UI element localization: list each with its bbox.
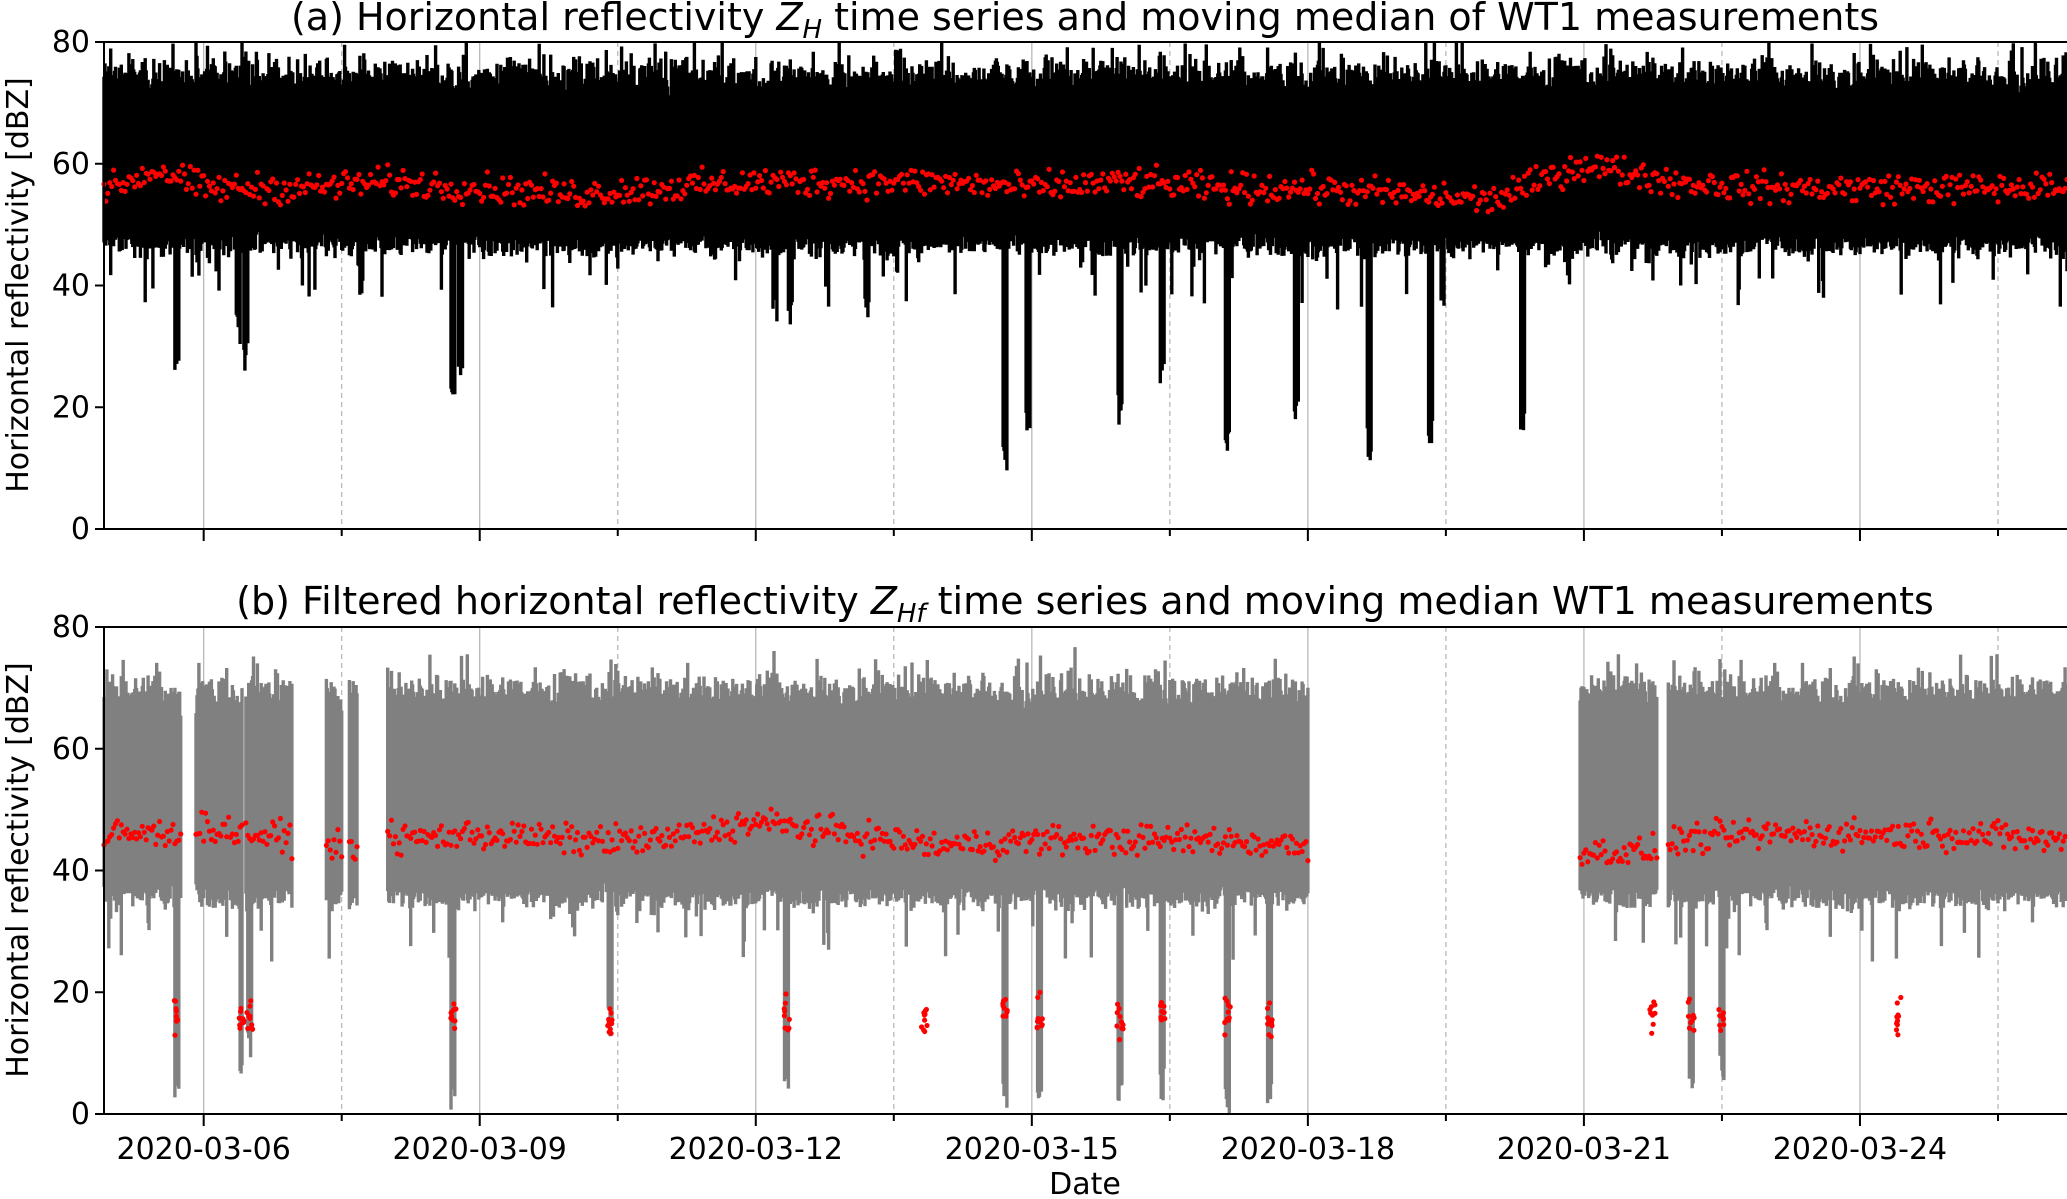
x-tick-label: 2020-03-24 [1773,1132,1947,1167]
y-tick-label: 60 [52,147,90,182]
y-axis-label-a: Horizontal reflectivity [dBZ] [1,77,36,493]
axes-a: 0 20 40 60 80 [52,25,2067,547]
panel-b: 0 20 40 60 80 2020-03-06 2020-03-09 2020-03-12 2… [1,579,2067,1199]
y-tick-label: 0 [71,1097,90,1132]
panel-a: 0 20 40 60 80 (a) Horizontal reflectivity ZH… [1,0,2067,547]
y-tick-label: 80 [52,610,90,645]
x-tick-label: 2020-03-21 [1497,1132,1671,1167]
median-points [101,153,2067,215]
moving-median-a [101,153,2067,215]
axes-b: 0 20 40 60 80 2020-03-06 2020-03-09 2020-03-12 2… [52,610,2067,1167]
panel-a-title: (a) Horizontal reflectivity ZH time seri… [291,0,1879,45]
y-tick-label: 80 [52,25,90,60]
y-tick-label: 0 [71,512,90,547]
y-tick-label: 60 [52,732,90,767]
y-tick-label: 20 [52,390,90,425]
x-tick-label: 2020-03-06 [117,1132,291,1167]
x-tick-label: 2020-03-12 [669,1132,843,1167]
y-tick-label: 20 [52,975,90,1010]
y-tick-label: 40 [52,854,90,889]
y-axis-label-b: Horizontal reflectivity [dBZ] [1,662,36,1078]
moving-median-b [101,806,2067,1043]
x-axis-label: Date [1049,1167,1121,1199]
x-tick-label: 2020-03-18 [1221,1132,1395,1167]
panel-b-title: (b) Filtered horizontal reflectivity ZHf… [236,579,1934,629]
x-tick-label: 2020-03-15 [945,1132,1119,1167]
median-points [101,806,2067,1043]
x-tick-label: 2020-03-09 [393,1132,567,1167]
y-tick-label: 40 [52,269,90,304]
